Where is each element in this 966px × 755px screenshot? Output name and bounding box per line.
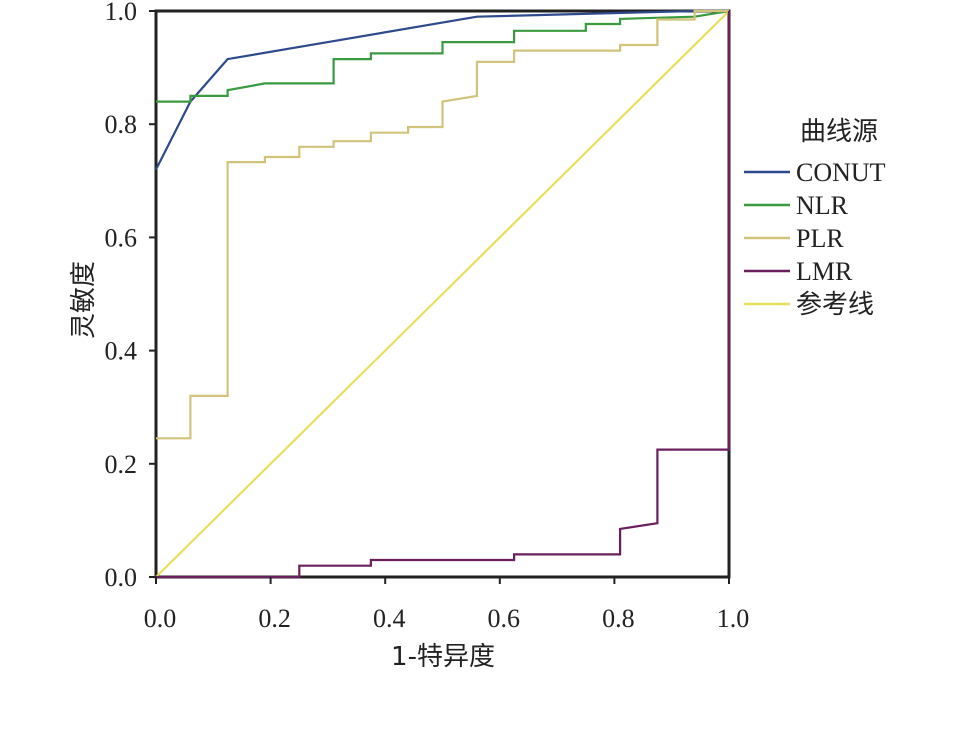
y-tick-label: 1.0 xyxy=(105,0,138,26)
x-tick-label: 1.0 xyxy=(717,604,750,633)
y-tick-label: 0.2 xyxy=(105,450,138,479)
x-axis-title: 1-特异度 xyxy=(391,642,495,672)
y-tick-label: 0.6 xyxy=(105,223,138,252)
legend-title: 曲线源 xyxy=(800,117,878,147)
x-axis-ticks: 0.0 0.2 0.4 0.6 0.8 1.0 xyxy=(144,577,750,633)
y-tick-label: 0.8 xyxy=(105,110,138,139)
series-line-参考线 xyxy=(155,10,730,578)
series-line-plr xyxy=(156,9,729,440)
legend-label: PLR xyxy=(796,224,844,253)
x-tick-label: 0.0 xyxy=(144,604,177,633)
legend-label: NLR xyxy=(796,191,849,220)
x-tick-label: 0.8 xyxy=(602,604,635,633)
legend-label: LMR xyxy=(796,257,853,286)
x-tick-label: 0.2 xyxy=(258,604,291,633)
plot-area: 0.0 0.2 0.4 0.6 0.8 1.0 0.0 0.2 0.4 0.6 0.8 1.0 xyxy=(105,0,750,633)
legend-label: CONUT xyxy=(796,158,886,187)
y-axis-title: 灵敏度 xyxy=(69,261,99,339)
x-tick-label: 0.6 xyxy=(488,604,521,633)
series-line-nlr xyxy=(156,9,730,103)
x-tick-label: 0.4 xyxy=(373,604,406,633)
legend-label: 参考线 xyxy=(796,290,874,319)
series-layer xyxy=(155,9,731,579)
legend: 曲线源 CONUT NLR PLR LMR 参考线 xyxy=(744,117,886,319)
y-axis-ticks: 0.0 0.2 0.4 0.6 0.8 1.0 xyxy=(105,0,156,592)
series-line-conut xyxy=(155,9,729,170)
y-tick-label: 0.0 xyxy=(105,563,138,592)
series-line-lmr xyxy=(156,11,731,579)
y-tick-label: 0.4 xyxy=(105,337,138,366)
